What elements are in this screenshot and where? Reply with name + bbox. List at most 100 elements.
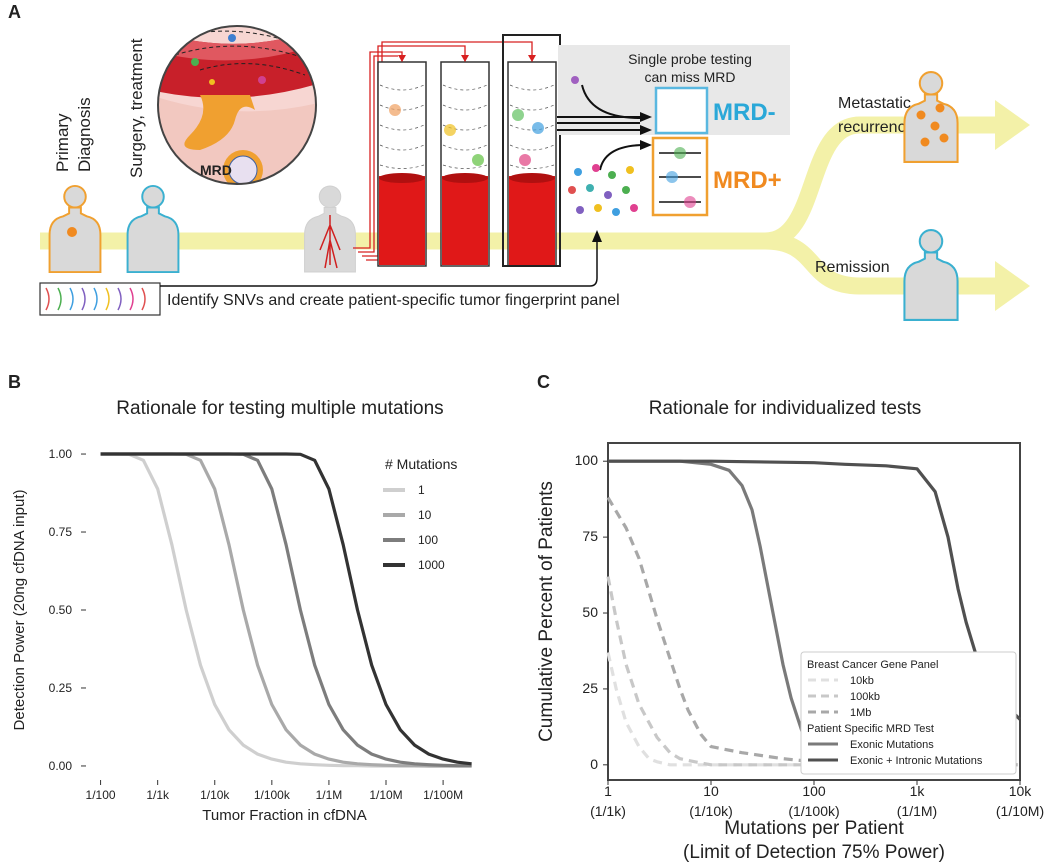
x-axis-label: Tumor Fraction in cfDNA xyxy=(202,807,366,824)
dna-icons xyxy=(45,287,146,311)
label: Primary Diagnosis xyxy=(53,97,94,172)
outcome-label: Remission xyxy=(815,259,890,276)
patient-icon xyxy=(903,70,959,164)
note-line: can miss MRD xyxy=(644,69,735,85)
arrow xyxy=(592,230,602,242)
legend-label: 1Mb xyxy=(850,707,871,719)
series-line xyxy=(100,452,472,768)
y-tick-label: 50 xyxy=(582,604,598,620)
legend-label: 10kb xyxy=(850,675,874,687)
x-tick-label: 1/10k xyxy=(200,788,230,802)
label: MRD- xyxy=(713,99,776,126)
legend-label: Exonic + Intronic Mutations xyxy=(850,755,983,767)
arrow xyxy=(640,140,652,150)
veins xyxy=(319,215,341,269)
x-axis-label: (Limit of Detection 75% Power) xyxy=(683,842,945,863)
probe-hit xyxy=(684,196,696,208)
y-axis-label: Detection Power (20ng cfDNA input) xyxy=(11,490,28,731)
dna-panel xyxy=(39,282,161,316)
patient-icon xyxy=(126,184,180,274)
chart-title: Rationale for testing multiple mutations xyxy=(116,398,443,419)
arrow xyxy=(160,240,598,287)
arrow xyxy=(599,144,646,171)
series-line xyxy=(606,652,814,767)
y-tick-label: 0.25 xyxy=(49,681,73,695)
label: Surgery, treatment xyxy=(127,38,146,178)
label-line: Metastatic xyxy=(838,95,911,112)
x-tick-sublabel: (1/1k) xyxy=(590,803,626,819)
legend-label: Exonic Mutations xyxy=(850,739,934,751)
y-axis-label: Cumulative Percent of Patients xyxy=(536,481,557,742)
panel-a: A Primary Diagnosis Surgery, treatment xyxy=(8,2,1030,322)
panel-label: A xyxy=(8,2,21,22)
label: MRD+ xyxy=(713,167,782,194)
label-line: recurrence xyxy=(838,119,915,136)
dna-fragment xyxy=(571,76,579,84)
x-tick-label: 10k xyxy=(1009,783,1033,799)
label-line: Diagnosis xyxy=(75,97,94,172)
x-tick-sublabel: (1/1M) xyxy=(897,803,937,819)
y-tick-label: 75 xyxy=(582,528,598,544)
flow-band xyxy=(40,116,1000,295)
x-tick-label: 1/1k xyxy=(146,788,170,802)
patient-icon xyxy=(903,228,959,322)
fingerprint-label: Identify SNVs and create patient-specifi… xyxy=(167,292,620,309)
metastases xyxy=(916,103,949,147)
legend-title: # Mutations xyxy=(385,456,457,472)
note: Single probe testing can miss MRD xyxy=(628,51,752,85)
legend-label: 100kb xyxy=(850,691,880,703)
x-tick-label: 1/100 xyxy=(86,788,116,802)
arrow-head xyxy=(995,100,1030,150)
chart-title: Rationale for individualized tests xyxy=(649,398,922,419)
y-tick-label: 100 xyxy=(575,452,599,468)
arrow-head xyxy=(995,261,1030,311)
legend-label: 1 xyxy=(418,483,425,497)
arrow xyxy=(640,125,652,135)
series-line xyxy=(606,576,917,767)
label-line: Primary xyxy=(53,113,72,172)
series-line xyxy=(100,452,472,768)
series-line xyxy=(100,452,472,766)
probe-hit xyxy=(674,147,686,159)
x-tick-label: 1/100M xyxy=(423,788,463,802)
arrow xyxy=(640,112,652,122)
x-tick-label: 100 xyxy=(802,783,826,799)
legend-label: 100 xyxy=(418,533,438,547)
panel-label: B xyxy=(8,372,21,392)
y-tick-label: 0.50 xyxy=(49,603,73,617)
lens-border xyxy=(157,25,317,185)
y-tick-label: 1.00 xyxy=(49,447,73,461)
x-tick-label: 1k xyxy=(910,783,926,799)
x-tick-sublabel: (1/100k) xyxy=(788,803,839,819)
probe-hit xyxy=(666,171,678,183)
y-tick-label: 0.75 xyxy=(49,525,73,539)
outcome-label: Metastatic recurrence xyxy=(838,95,915,136)
x-axis-label: Mutations per Patient xyxy=(724,818,904,839)
panel-label: C xyxy=(537,372,550,392)
legend-title: Breast Cancer Gene Panel xyxy=(807,659,938,671)
x-tick-sublabel: (1/10k) xyxy=(689,803,733,819)
y-tick-label: 0.00 xyxy=(49,759,73,773)
legend-box xyxy=(800,651,1017,775)
magnified-view xyxy=(158,26,316,184)
x-tick-label: 1 xyxy=(604,783,612,799)
legend-title: Patient Specific MRD Test xyxy=(807,723,934,735)
mrd-neg-box xyxy=(654,86,709,135)
legend-label: 10 xyxy=(418,508,432,522)
x-tick-label: 10 xyxy=(703,783,719,799)
series-line xyxy=(100,452,472,768)
note-line: Single probe testing xyxy=(628,51,752,67)
dna-fragments xyxy=(568,164,638,216)
x-tick-label: 1/10M xyxy=(369,788,402,802)
x-tick-sublabel: (1/10M) xyxy=(996,803,1044,819)
legend-label: 1000 xyxy=(418,558,445,572)
tumor-dot xyxy=(67,227,77,237)
x-tick-label: 1/1M xyxy=(316,788,343,802)
x-tick-label: 1/100k xyxy=(254,788,291,802)
label: MRD xyxy=(200,162,232,178)
y-tick-label: 25 xyxy=(582,680,598,696)
tubes xyxy=(353,34,561,267)
arrow xyxy=(581,84,641,119)
